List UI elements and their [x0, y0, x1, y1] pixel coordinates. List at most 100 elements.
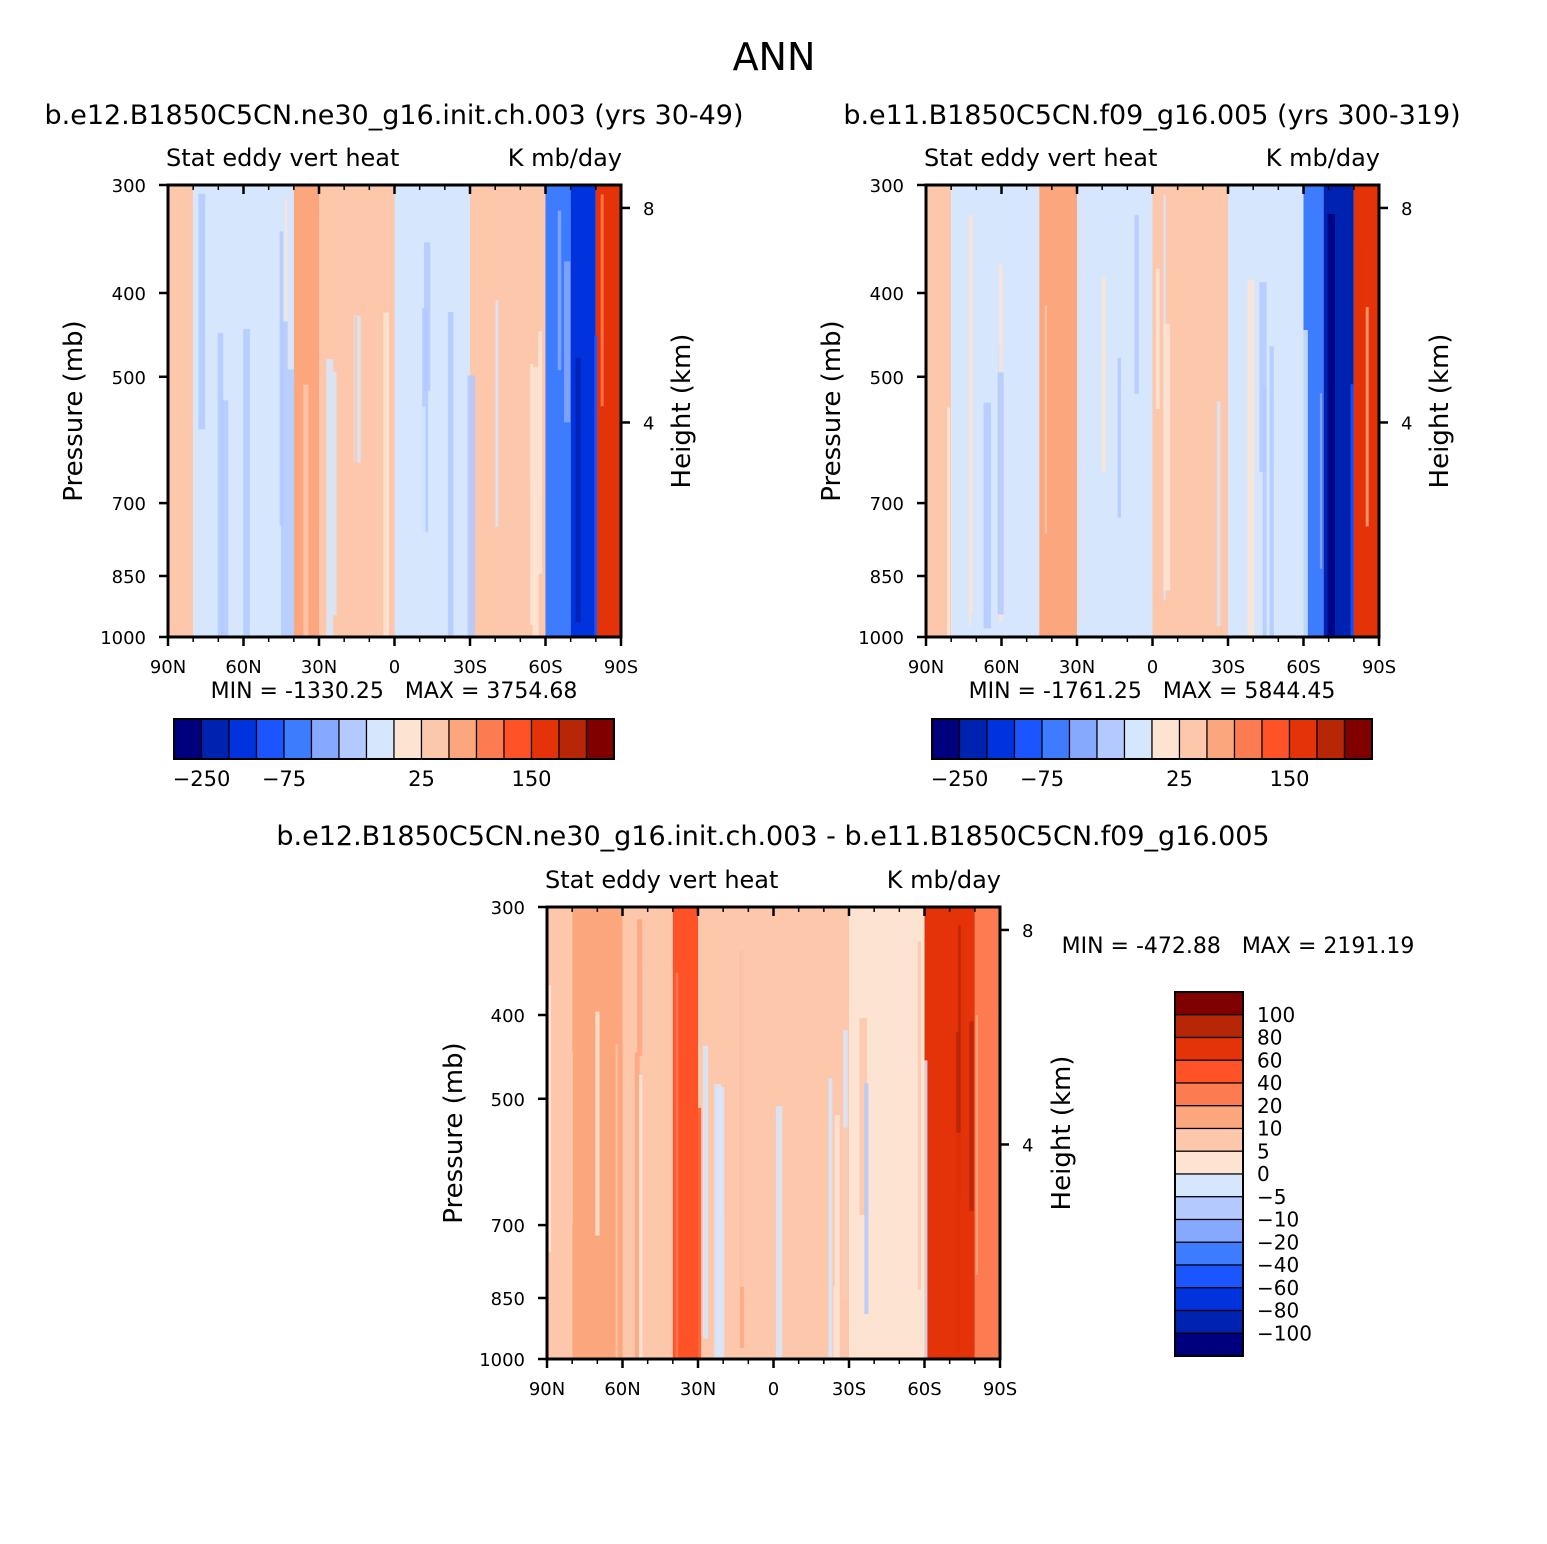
- field-streak: [775, 1106, 783, 1359]
- field-streak: [481, 222, 489, 381]
- field-streak: [997, 372, 1004, 615]
- y-tick-label: 700: [870, 494, 904, 515]
- colorbar-frame: [931, 718, 1373, 760]
- colorbar-cell: [1096, 718, 1126, 760]
- field-streak: [642, 963, 647, 1359]
- y2-tick-label: 4: [1401, 413, 1412, 434]
- field-streak: [342, 294, 351, 637]
- colorbar-cell: [1174, 1036, 1244, 1061]
- colorbar-cell: [1174, 1173, 1244, 1198]
- y-tick-label: 500: [491, 1090, 525, 1111]
- colorbar-tick-label: −5: [1257, 1185, 1286, 1209]
- colorbar-tick-label: −250: [931, 767, 989, 791]
- x-tick-label: 90N: [150, 657, 186, 678]
- field-streak: [1223, 348, 1227, 637]
- y2-tick-label: 8: [643, 199, 654, 220]
- field-streak: [395, 328, 400, 637]
- y-tick-label: 850: [112, 567, 146, 588]
- field-streak: [447, 311, 454, 637]
- colorbar-cell: [283, 718, 313, 760]
- x-tick-label: 30N: [1059, 657, 1095, 678]
- field-streak: [859, 1018, 867, 1215]
- field-streak: [717, 1087, 725, 1359]
- field-streak: [217, 332, 224, 637]
- panel-top-left: b.e12.B1850C5CN.ne30_g16.init.ch.003 (yr…: [44, 100, 743, 791]
- field-streak: [354, 316, 358, 597]
- field-streak: [833, 1115, 840, 1359]
- field-streak: [969, 227, 972, 627]
- y-tick-label: 1000: [100, 628, 146, 649]
- x-tick-label: 0: [1147, 657, 1158, 678]
- colorbar-cell: [173, 718, 203, 760]
- field-streak: [917, 941, 921, 1290]
- colorbar-tick-label: 25: [408, 767, 435, 791]
- colorbar-cell: [986, 718, 1016, 760]
- field-streak: [287, 369, 295, 637]
- field-streak: [853, 1082, 859, 1359]
- colorbar-cell: [1206, 718, 1236, 760]
- x-tick-label: 60N: [983, 657, 1019, 678]
- colorbar-cell: [1041, 718, 1071, 760]
- colorbar-tick-label: −100: [1257, 1321, 1312, 1345]
- field-band-7: [924, 907, 975, 1359]
- y-tick-label: 400: [870, 284, 904, 305]
- colorbar-cell: [558, 718, 588, 760]
- field-streak: [638, 1074, 643, 1359]
- panel-subtitle-right: K mb/day: [1266, 144, 1380, 172]
- field-streak: [303, 384, 309, 637]
- colorbar-tick-label: −250: [173, 767, 231, 791]
- field-streak: [326, 359, 334, 637]
- colorbar-frame: [1174, 991, 1244, 1357]
- colorbar-cell: [1233, 718, 1263, 760]
- x-tick-label: 30N: [680, 1379, 716, 1400]
- field-streak: [634, 1052, 640, 1359]
- y-tick-label: 300: [870, 176, 904, 197]
- y2-axis-label: Height (km): [667, 334, 697, 489]
- field-streak: [547, 985, 552, 1252]
- colorbar-cell: [1261, 718, 1291, 760]
- field-streak: [983, 402, 991, 629]
- field-streak: [594, 335, 598, 637]
- y-tick-label: 500: [112, 368, 146, 389]
- colorbar-tick-label: −75: [1020, 767, 1064, 791]
- colorbar-tick-label: 150: [1269, 767, 1309, 791]
- field-streak: [1086, 347, 1094, 617]
- colorbar-cell: [448, 718, 478, 760]
- field-streak: [557, 210, 562, 371]
- colorbar-cell: [365, 718, 395, 760]
- colorbar-tick-label: 0: [1257, 1162, 1270, 1186]
- field-streak: [714, 1084, 722, 1359]
- x-tick-label: 30S: [453, 657, 487, 678]
- colorbar-cell: [958, 718, 988, 760]
- colorbar-cell: [1151, 718, 1181, 760]
- field-streak: [1259, 282, 1267, 472]
- field-streak: [603, 1107, 612, 1324]
- colorbar-cell: [1178, 718, 1208, 760]
- colorbar-cell: [1174, 1082, 1244, 1107]
- y-tick-label: 1000: [479, 1350, 525, 1371]
- colorbar-frame: [173, 718, 615, 760]
- colorbar-tick-label: 60: [1257, 1048, 1282, 1072]
- field-streak: [1325, 260, 1330, 500]
- x-tick-label: 0: [768, 1379, 779, 1400]
- x-tick-label: 90S: [604, 657, 638, 678]
- x-tick-label: 60S: [528, 657, 562, 678]
- panel-subtitle-right: K mb/day: [508, 144, 622, 172]
- y2-tick-label: 4: [1022, 1135, 1033, 1156]
- field-streak: [1006, 217, 1015, 422]
- y2-tick-label: 8: [1401, 199, 1412, 220]
- x-tick-label: 30S: [832, 1379, 866, 1400]
- y2-tick-label: 4: [643, 413, 654, 434]
- field-streak: [1262, 386, 1267, 637]
- y-axis-label: Pressure (mb): [817, 320, 847, 501]
- panel-subtitle-left: Stat eddy vert heat: [545, 866, 778, 894]
- colorbar-tick-label: −40: [1257, 1253, 1299, 1277]
- field-streak: [495, 300, 499, 527]
- field-streak: [575, 357, 581, 623]
- field-streak: [924, 1060, 928, 1359]
- field-band-4: [698, 907, 774, 1359]
- x-tick-label: 60N: [604, 1379, 640, 1400]
- x-tick-label: 30S: [1211, 657, 1245, 678]
- field-streak: [1101, 277, 1106, 472]
- colorbar-cell: [1174, 1309, 1244, 1334]
